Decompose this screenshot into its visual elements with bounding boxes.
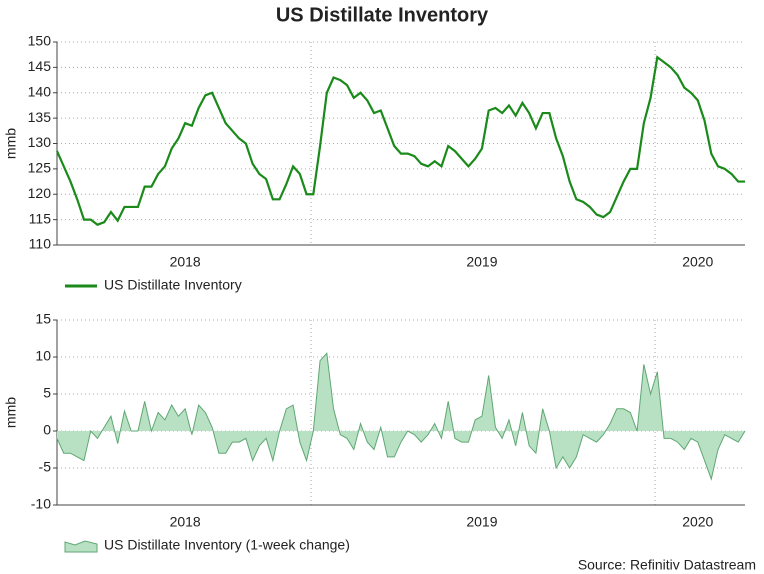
chart-title: US Distillate Inventory: [276, 4, 489, 26]
y-tick-label: 130: [28, 134, 52, 150]
x-tick-label: 2018: [170, 254, 201, 270]
y-tick-label: 120: [28, 185, 52, 201]
legend-label: US Distillate Inventory: [104, 277, 242, 293]
x-tick-label: 2020: [682, 514, 713, 530]
x-tick-label: 2019: [466, 254, 497, 270]
y-tick-label: 0: [43, 422, 51, 438]
y-axis-label: mmb: [3, 128, 19, 159]
y-axis-label: mmb: [3, 397, 19, 428]
x-tick-label: 2018: [170, 514, 201, 530]
y-tick-label: 110: [29, 236, 52, 252]
x-tick-label: 2019: [466, 514, 497, 530]
area: [57, 353, 745, 480]
y-tick-label: 140: [28, 83, 52, 99]
y-tick-label: -10: [31, 496, 51, 512]
y-tick-label: 115: [29, 210, 52, 226]
legend-swatch: [64, 540, 98, 553]
y-tick-label: 150: [28, 33, 52, 49]
x-tick-label: 2020: [682, 254, 713, 270]
y-tick-label: -5: [39, 459, 52, 475]
y-tick-label: 15: [35, 311, 51, 327]
source: Source: Refinitiv Datastream: [578, 557, 756, 573]
y-tick-label: 5: [43, 385, 51, 401]
y-tick-label: 10: [35, 348, 51, 364]
area-line: [56, 352, 746, 481]
y-tick-label: 125: [28, 160, 52, 176]
y-tick-label: 145: [28, 58, 52, 74]
legend-label: US Distillate Inventory (1-week change): [104, 537, 350, 553]
line: [55, 55, 745, 226]
y-tick-label: 135: [28, 109, 52, 125]
